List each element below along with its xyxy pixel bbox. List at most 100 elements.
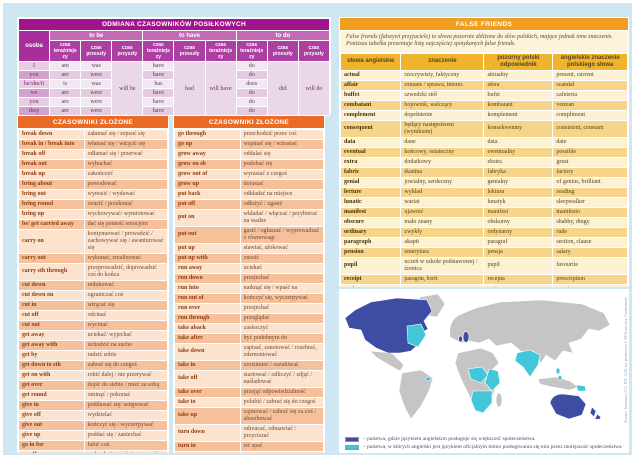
phrasal-verb-term: get on with xyxy=(19,370,84,380)
false-friend-value: kombatant xyxy=(484,100,553,110)
phrasal-verb-term: run down xyxy=(175,273,240,283)
phrasal-verb-term: bring up xyxy=(19,209,84,219)
false-friend-value: manifesto xyxy=(553,207,627,217)
phrasal-verb-term: take to xyxy=(175,397,240,407)
false-friend-value: bojownik, walczący xyxy=(401,100,484,110)
aux-table-title: ODMIANA CZASOWNIKÓW POSIŁKOWYCH xyxy=(19,19,329,30)
false-friend-value: prescription xyxy=(553,274,627,284)
phrasal-verb-term: bring about xyxy=(19,179,84,189)
phrasal-verb-row: bring round ocucić / przekonać xyxy=(19,199,167,209)
phrasal-verb-row: put off odłożyć / zgasić xyxy=(175,199,323,209)
false-friend-value: sleepwalker xyxy=(553,197,627,207)
phrasal-verb-row: break up zakończyć xyxy=(19,169,167,179)
phrasal-verb-term: go up xyxy=(175,139,240,149)
false-friend-value: favourite xyxy=(553,257,627,274)
phrasal-verb-row: bring up wychowywać/ wymiotować xyxy=(19,209,167,219)
false-friend-value: będący następstwem (wynikiem) xyxy=(401,120,484,137)
phrasal-verb-term: bring out xyxy=(19,189,84,199)
phrasal-verb-translation: startować / odliczyć / zdjąć / naśladowa… xyxy=(240,370,323,387)
aux-tense-header: czas przyszły xyxy=(112,41,143,61)
phrasal-verb-row: get by radzić sobie xyxy=(19,350,167,360)
phrasal-verb-row: go in for lubić coś xyxy=(19,440,167,450)
false-friend-value: recepta xyxy=(484,274,553,284)
phrasal-verb-term: carry out xyxy=(19,253,84,263)
phrasal-verb-term: run away xyxy=(175,263,240,273)
false-friend-value: date xyxy=(553,137,627,147)
aux-do-present: do xyxy=(236,71,267,79)
false-friend-row: paragraph akapit paragraf section, clause xyxy=(341,237,627,247)
false-friend-word: buffet xyxy=(341,90,401,100)
phrasal-verb-term: give off xyxy=(19,410,84,420)
phrasal-verb-translation: załamać się / zepsuć się xyxy=(84,129,167,139)
phrasal-verb-row: cut out wycinać xyxy=(19,320,167,330)
map-legend: – państwa, gdzie językiem angielskim pos… xyxy=(345,434,622,450)
phrasal-verb-row: take down zapisać, zanotować / rozebrać, … xyxy=(175,343,323,360)
phrasal-verb-translation: wycinać xyxy=(84,320,167,330)
aux-person-cell: he/she/it xyxy=(19,80,50,88)
false-friend-value: dodatkowy xyxy=(401,157,484,167)
phrasal-verb-translation: lubić coś xyxy=(84,440,167,450)
phrasal-verb-term: grow away xyxy=(175,149,240,159)
phrasal-verb-row: give out kończyć się / wyczerpywać xyxy=(19,420,167,430)
false-friend-row: eventual końcowy, ostateczny ewentualny pos… xyxy=(341,147,627,157)
phrasal-verb-row: get round ominąć / pokonać xyxy=(19,390,167,400)
aux-tense-header: czas przeszły xyxy=(174,41,205,61)
aux-tense-header: czas przeszły xyxy=(267,41,298,61)
false-friend-word: paragraph xyxy=(341,237,401,247)
phrasal-verb-row: break in / break into włamać się / wtrąci… xyxy=(19,139,167,149)
phrasal-verb-term: grow on sb xyxy=(175,159,240,169)
false-friend-value: wariat xyxy=(401,197,484,207)
aux-do-present: do xyxy=(236,89,267,97)
phrasal-verb-translation: zrozumieć / oszukiwać xyxy=(240,360,323,370)
false-friend-value: aktualny xyxy=(484,70,553,80)
auxiliary-verbs-panel: ODMIANA CZASOWNIKÓW POSIŁKOWYCH osoba to b… xyxy=(17,17,331,116)
phrasal-verb-term: be/ get carried away xyxy=(19,219,84,229)
phrasal-verb-term: cut off xyxy=(19,310,84,320)
aux-do-present: do xyxy=(236,98,267,106)
false-friend-word: pupil xyxy=(341,257,401,274)
false-friend-value: scandal xyxy=(553,80,627,90)
phrasal-verb-translation: wyłączyć / zakręcić / skręcić xyxy=(240,451,323,453)
phrasal-verb-term: put up xyxy=(175,243,240,253)
false-friend-value: pension xyxy=(553,284,627,287)
false-friend-value: ordynarny xyxy=(484,227,553,237)
aux-be-past: were xyxy=(81,71,112,79)
phrasal-verb-translation: wybuchać / psuć się / gasnąć xyxy=(84,450,167,453)
aux-be-past: was xyxy=(81,62,112,70)
aux-be-present: am xyxy=(50,62,81,70)
phrasal-verb-translation: przejechać xyxy=(240,273,323,283)
phrasal-verb-term: break off xyxy=(19,149,84,159)
phrasal-verb-term: run out of xyxy=(175,293,240,303)
aux-do-present: do xyxy=(236,62,267,70)
false-friends-column-header: pozorny polski odpowiednik xyxy=(484,53,553,70)
phrasal-verbs-panel-left: CZASOWNIKI ZŁOŻONE break down załamać się… xyxy=(17,115,169,453)
phrasal-verb-term: turn in xyxy=(175,441,240,451)
false-friend-word: lecture xyxy=(341,187,401,197)
phrasal-verb-translation: natknąć się / wpaść na xyxy=(240,283,323,293)
false-friend-value: rzeczywisty, faktyczny xyxy=(401,70,484,80)
phrasal-verb-translation: odłamać się / przerwać xyxy=(84,149,167,159)
false-friend-row: ordinary zwykły ordynarny rude xyxy=(341,227,627,237)
phrasal-verb-row: break off odłamać się / przerwać xyxy=(19,149,167,159)
aux-be-future: will be xyxy=(112,62,143,115)
phrasal-verb-translation: robić dalej / nie przerywać xyxy=(84,370,167,380)
phrasal-verb-row: run down przejechać xyxy=(175,273,323,283)
false-friend-value: lektura xyxy=(484,187,553,197)
aux-do-past: did xyxy=(267,62,298,115)
phrasal-verb-translation: ocucić / przekonać xyxy=(84,199,167,209)
phrasal-verb-translation: uciekać/ wyjechać xyxy=(84,330,167,340)
aux-row: you are were have do xyxy=(19,98,329,106)
phrasal-verb-translation: oddalać się xyxy=(240,149,323,159)
false-friend-value: ewentualny xyxy=(484,147,553,157)
phrasal-verbs-title-left: CZASOWNIKI ZŁOŻONE xyxy=(18,116,168,128)
map-english-official-countries xyxy=(406,323,587,414)
false-friends-table: słowa angielskie znaczenie pozorny polski … xyxy=(340,52,628,287)
phrasal-verb-term: bring round xyxy=(19,199,84,209)
aux-group-to-do: to do xyxy=(236,31,329,40)
english-speaking-world-map-panel: – państwa, gdzie językiem angielskim pos… xyxy=(339,289,629,453)
phrasal-verb-row: carry sth through przeprowadzić, doprowad… xyxy=(19,263,167,280)
phrasal-verb-row: break down załamać się / zepsuć się xyxy=(19,129,167,139)
false-friends-title: FALSE FRIENDS xyxy=(340,18,628,30)
phrasal-verb-row: bring out wynosić / wydawać xyxy=(19,189,167,199)
